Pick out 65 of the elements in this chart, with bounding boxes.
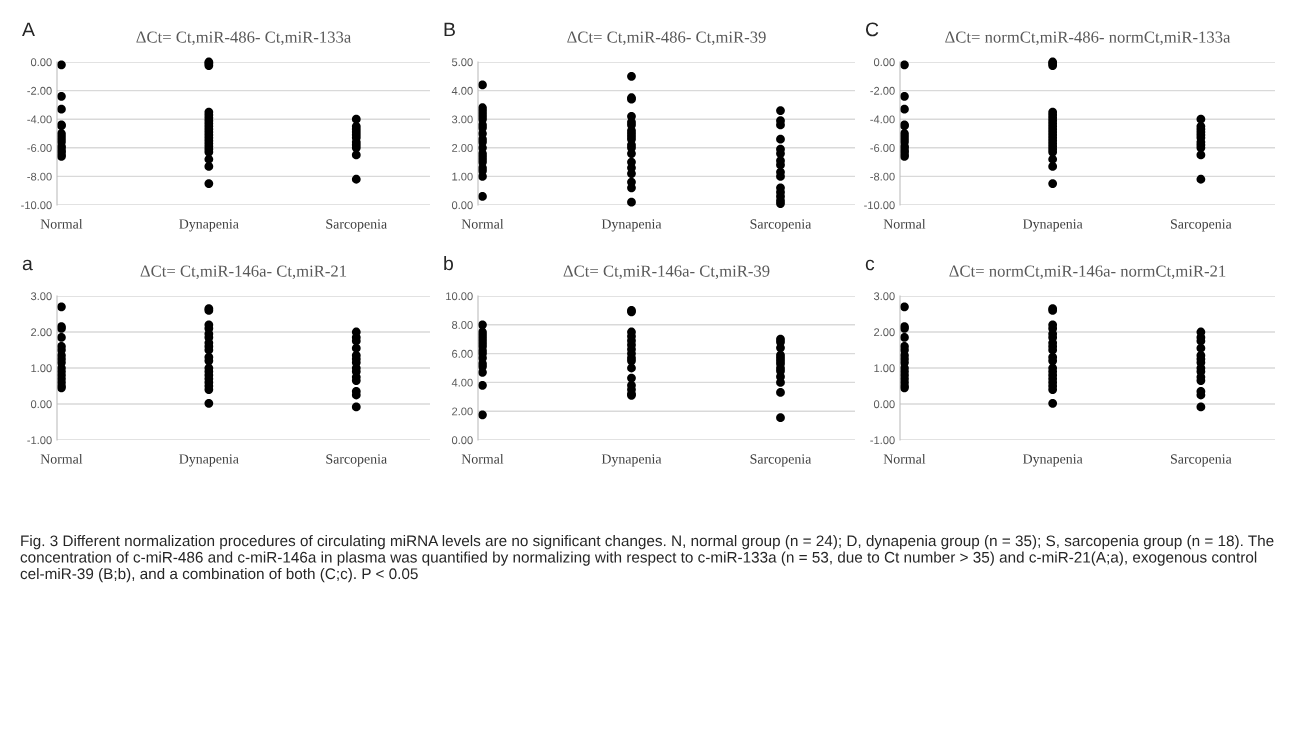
y-tick-label: 3.00 bbox=[873, 292, 895, 301]
x-tick-label: Normal bbox=[40, 218, 83, 229]
chart-title: ΔCt= normCt,miR-486- normCt,miR-133a bbox=[945, 31, 1231, 46]
y-tick-label: 0.00 bbox=[873, 58, 895, 67]
y-tick-label: -6.00 bbox=[870, 144, 895, 152]
x-tick-label: Sarcopenia bbox=[1170, 454, 1232, 467]
y-tick-label: -8.00 bbox=[27, 172, 52, 181]
x-tick-label: Sarcopenia bbox=[326, 219, 387, 232]
y-tick-label: -1.00 bbox=[870, 436, 895, 445]
y-tick-label: 4.00 bbox=[451, 378, 473, 387]
x-tick-label: Normal bbox=[40, 453, 83, 464]
x-tick-label: Normal bbox=[461, 218, 504, 229]
y-tick-label: -10.00 bbox=[864, 201, 895, 210]
y-tick-label: 1.00 bbox=[874, 364, 895, 373]
x-tick-label: Dynapenia bbox=[179, 454, 239, 467]
y-tick-label: 3.00 bbox=[451, 115, 473, 124]
x-tick-label: Sarcopenia bbox=[1170, 219, 1232, 232]
y-tick-label: 1.00 bbox=[452, 172, 473, 181]
x-tick-label: Dynapenia bbox=[1022, 454, 1083, 467]
text: A bbox=[22, 22, 35, 37]
x-tick-label: Normal bbox=[461, 453, 504, 464]
text: a bbox=[22, 259, 33, 271]
y-tick-label: 1.00 bbox=[31, 364, 52, 373]
y-tick-label: -6.00 bbox=[27, 144, 52, 152]
y-tick-label: 2.00 bbox=[452, 144, 473, 152]
x-tick-label: Dynapenia bbox=[601, 219, 662, 232]
y-tick-label: 0.00 bbox=[30, 58, 52, 67]
text: B bbox=[444, 22, 455, 37]
x-tick-label: Normal bbox=[883, 218, 926, 229]
y-tick-label: -10.00 bbox=[21, 201, 52, 210]
y-tick-label: 2.00 bbox=[452, 407, 473, 416]
x-tick-label: Dynapenia bbox=[179, 219, 239, 232]
y-tick-label: 8.00 bbox=[452, 321, 473, 329]
x-tick-label: Dynapenia bbox=[601, 454, 662, 467]
y-tick-label: 5.00 bbox=[451, 58, 473, 67]
y-tick-label: 6.00 bbox=[452, 349, 473, 358]
chart-title: ΔCt= Ct,miR-146a- Ct,miR-21 bbox=[140, 265, 347, 280]
x-tick-label: Dynapenia bbox=[1022, 219, 1083, 232]
x-tick-label: Normal bbox=[883, 453, 926, 464]
x-tick-label: Sarcopenia bbox=[750, 454, 812, 467]
y-tick-label: 4.00 bbox=[451, 86, 473, 95]
y-tick-label: -4.00 bbox=[870, 115, 895, 124]
chart-title: ΔCt= normCt,miR-146a- normCt,miR-21 bbox=[949, 265, 1226, 280]
x-tick-label: Sarcopenia bbox=[750, 219, 812, 232]
y-tick-label: 2.00 bbox=[874, 328, 895, 337]
chart-title: ΔCt= Ct,miR-146a- Ct,miR-39 bbox=[563, 265, 770, 280]
y-tick-label: -2.00 bbox=[870, 86, 895, 95]
y-tick-label: 0.00 bbox=[451, 436, 473, 445]
y-tick-label: -8.00 bbox=[870, 172, 895, 181]
chart-title: ΔCt= Ct,miR-486- Ct,miR-39 bbox=[567, 31, 766, 46]
y-tick-label: 2.00 bbox=[31, 328, 52, 337]
y-tick-label: -2.00 bbox=[27, 86, 52, 95]
chart-title: ΔCt= Ct,miR-486- Ct,miR-133a bbox=[136, 31, 352, 46]
y-tick-label: 0.00 bbox=[451, 201, 473, 210]
text: b bbox=[444, 256, 453, 271]
text: C bbox=[865, 22, 879, 37]
y-tick-label: -4.00 bbox=[27, 115, 52, 124]
text: c bbox=[865, 259, 875, 271]
y-tick-label: 10.00 bbox=[446, 292, 473, 301]
y-tick-label: 0.00 bbox=[30, 400, 52, 409]
caption: Fig. 3 Different normalization procedures of circulating miRNA levels are no significant changes. N, normal group (n = 24); D, dynapenia group (n = 35); S, sarcopenia group (n = 18). The concentration of c-miR-486 and c-miR-146a in plasma was quantified by normalizing with respect to c-miR-133a (n = 53, due to Ct number > 35) and c-miR-21(A;a), exogenous control cel-miR-39 (B;b), and a combination of both (C;c). P < 0.05 bbox=[20, 535, 1274, 583]
y-tick-label: 3.00 bbox=[30, 292, 52, 301]
y-tick-label: -1.00 bbox=[27, 436, 52, 445]
y-tick-label: 0.00 bbox=[873, 400, 895, 409]
x-tick-label: Sarcopenia bbox=[326, 454, 387, 467]
